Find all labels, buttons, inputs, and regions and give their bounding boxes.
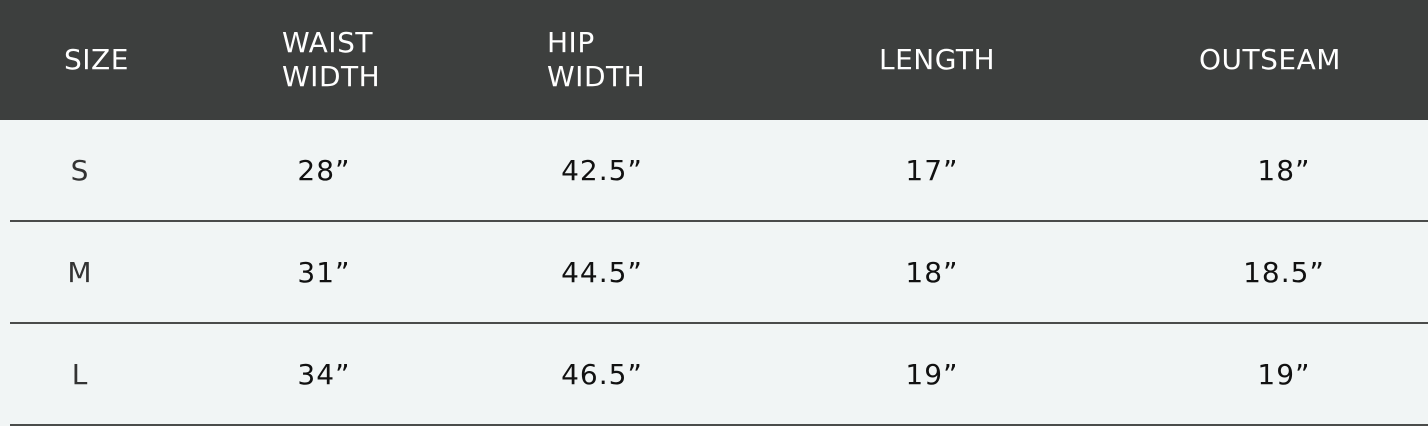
table-row: S 28” 42.5” 17” 18”	[0, 120, 1428, 220]
cell-size: L	[71, 357, 89, 391]
cell-length: 19”	[905, 357, 959, 391]
table-header-row: SIZE WAIST WIDTH HIP WIDTH LENGTH OUTSEA…	[0, 0, 1428, 120]
header-waist-width: WAIST WIDTH	[282, 26, 381, 93]
cell-size: S	[70, 153, 90, 187]
header-length: LENGTH	[879, 43, 996, 76]
cell-outseam: 19”	[1257, 357, 1311, 391]
cell-length: 18”	[905, 255, 959, 289]
header-outseam: OUTSEAM	[1199, 43, 1341, 76]
cell-hip-width: 42.5”	[561, 153, 643, 187]
row-divider	[10, 220, 1428, 222]
cell-waist-width: 28”	[297, 153, 351, 187]
cell-waist-width: 34”	[297, 357, 351, 391]
header-size: SIZE	[64, 43, 129, 76]
row-divider	[10, 322, 1428, 324]
row-divider	[10, 424, 1428, 426]
cell-hip-width: 44.5”	[561, 255, 643, 289]
cell-length: 17”	[905, 153, 959, 187]
table-row: L 34” 46.5” 19” 19”	[0, 324, 1428, 424]
cell-outseam: 18.5”	[1243, 255, 1325, 289]
header-hip-width: HIP WIDTH	[547, 26, 646, 93]
cell-hip-width: 46.5”	[561, 357, 643, 391]
table-row: M 31” 44.5” 18” 18.5”	[0, 222, 1428, 322]
cell-size: M	[67, 255, 93, 289]
cell-waist-width: 31”	[297, 255, 351, 289]
cell-outseam: 18”	[1257, 153, 1311, 187]
